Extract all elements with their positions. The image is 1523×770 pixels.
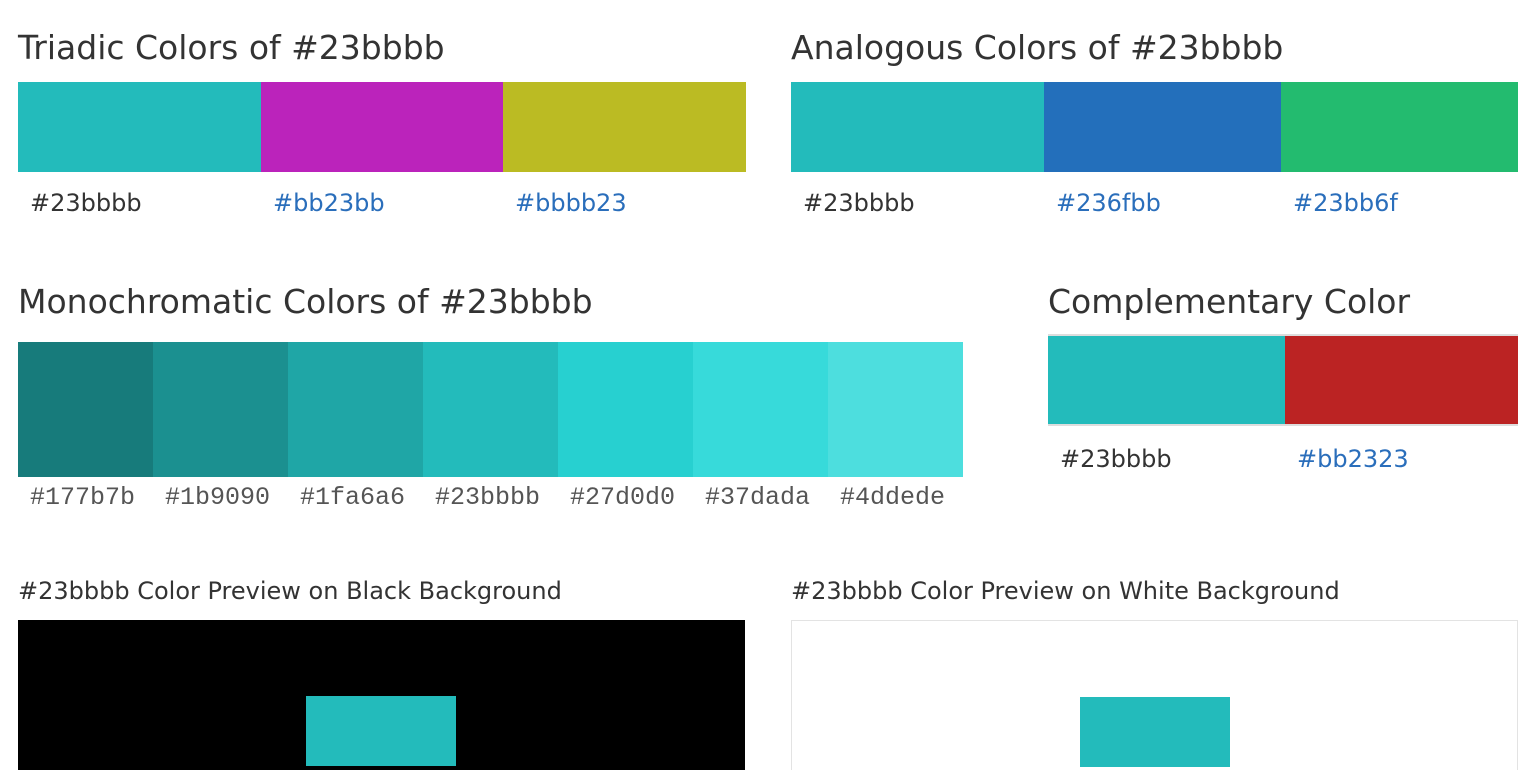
complementary-color-label: #23bbbb [1060,445,1172,473]
monochromatic-swatch [288,342,423,477]
monochromatic-swatch [153,342,288,477]
analogous-swatch [1044,82,1281,172]
monochromatic-color-label: #1b9090 [165,483,271,512]
complementary-swatch [1285,336,1518,424]
analogous-section: Analogous Colors of #23bbbb #23bbbb #236f… [791,28,1518,218]
monochromatic-color-label: #177b7b [30,483,136,512]
monochromatic-swatch [18,342,153,477]
triadic-labels: #23bbbb #bb23bb #bbbb23 [18,188,746,218]
monochromatic-swatch [693,342,828,477]
analogous-swatches [791,82,1518,172]
triadic-swatch [18,82,261,172]
complementary-swatch [1048,336,1285,424]
analogous-color-label[interactable]: #236fbb [1056,189,1161,217]
monochromatic-swatch [828,342,963,477]
monochromatic-color-label: #37dada [705,483,811,512]
analogous-swatch [1281,82,1518,172]
complementary-color-label[interactable]: #bb2323 [1297,445,1409,473]
monochromatic-section: Monochromatic Colors of #23bbbb #177b7b #… [18,282,963,513]
triadic-color-label: #23bbbb [30,189,142,217]
monochromatic-swatch [423,342,558,477]
triadic-swatch [503,82,746,172]
preview-white-title: #23bbbb Color Preview on White Backgroun… [791,577,1340,605]
monochromatic-color-label: #1fa6a6 [300,483,406,512]
preview-white-box [791,620,1518,770]
preview-black-swatch [306,696,456,766]
preview-black-section: #23bbbb Color Preview on Black Backgroun… [18,576,746,770]
preview-black-box [18,620,745,770]
preview-white-swatch [1080,697,1230,767]
analogous-color-label: #23bbbb [803,189,915,217]
monochromatic-labels: #177b7b #1b9090 #1fa6a6 #23bbbb #27d0d0 #37da… [18,483,963,513]
complementary-section: Complementary Color #23bbbb #bb2323 [1048,282,1518,474]
monochromatic-swatch [558,342,693,477]
triadic-section: Triadic Colors of #23bbbb #23bbbb #bb23bb… [18,28,746,218]
triadic-swatch [261,82,503,172]
monochromatic-title: Monochromatic Colors of #23bbbb [18,282,593,321]
analogous-labels: #23bbbb #236fbb #23bb6f [791,188,1518,218]
triadic-title: Triadic Colors of #23bbbb [18,28,445,67]
triadic-color-label[interactable]: #bb23bb [273,189,385,217]
monochromatic-swatches [18,342,963,477]
monochromatic-color-label: #23bbbb [435,483,541,512]
complementary-labels: #23bbbb #bb2323 [1048,444,1518,474]
complementary-swatches [1048,336,1518,424]
analogous-color-label[interactable]: #23bb6f [1293,189,1398,217]
triadic-swatches [18,82,746,172]
analogous-title: Analogous Colors of #23bbbb [791,28,1284,67]
complementary-swatch-frame [1048,334,1518,426]
monochromatic-color-label: #27d0d0 [570,483,676,512]
preview-black-title: #23bbbb Color Preview on Black Backgroun… [18,577,562,605]
monochromatic-color-label: #4ddede [840,483,946,512]
complementary-title: Complementary Color [1048,282,1411,321]
preview-white-section: #23bbbb Color Preview on White Backgroun… [791,576,1518,770]
triadic-color-label[interactable]: #bbbb23 [515,189,627,217]
analogous-swatch [791,82,1044,172]
